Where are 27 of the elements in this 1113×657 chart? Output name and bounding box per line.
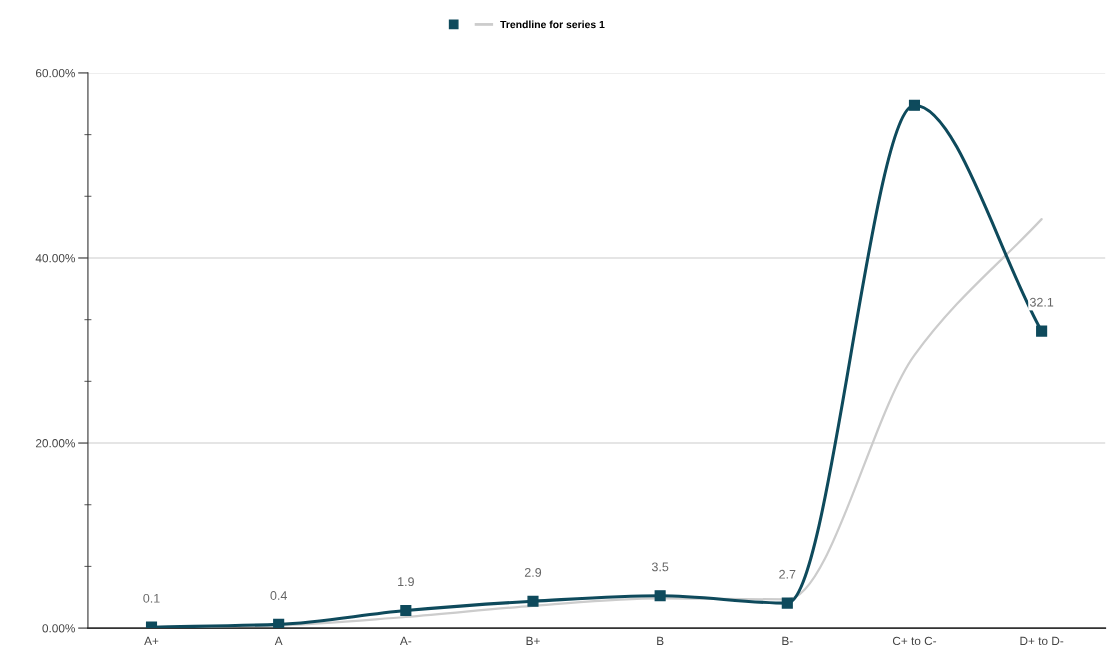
point [527, 595, 539, 607]
y-tick-label: 20.00% [35, 439, 76, 448]
data-label: 1.9 [398, 577, 414, 587]
y-tick-label: 40.00% [35, 254, 76, 263]
point [781, 597, 793, 609]
data-label: 0.1 [143, 593, 160, 603]
point [1036, 325, 1048, 337]
x-tick-label: B+ [526, 636, 540, 645]
point [273, 618, 285, 629]
y-tick-label: 0.00% [42, 624, 76, 633]
data-label: 32.1 [1029, 297, 1054, 307]
data-label: 0.4 [270, 591, 287, 600]
point [654, 590, 666, 602]
x-tick-label: C+ to C- [892, 636, 937, 646]
x-tick-label: A+ [144, 636, 159, 645]
point [908, 99, 921, 111]
x-tick-label: D+ to D- [1020, 636, 1064, 646]
x-tick-label: A- [399, 636, 412, 645]
point [400, 604, 412, 617]
data-label: 2.7 [779, 569, 796, 579]
x-tick-label: B [657, 636, 664, 645]
x-tick-label: A [274, 636, 283, 645]
y-tick-label: 60.00% [35, 68, 76, 78]
x-tick-label: B- [782, 636, 793, 645]
data-label: 2.9 [524, 567, 542, 577]
data-label: 3.5 [651, 562, 669, 572]
legend-label: Trendline for series 1 [500, 20, 605, 29]
